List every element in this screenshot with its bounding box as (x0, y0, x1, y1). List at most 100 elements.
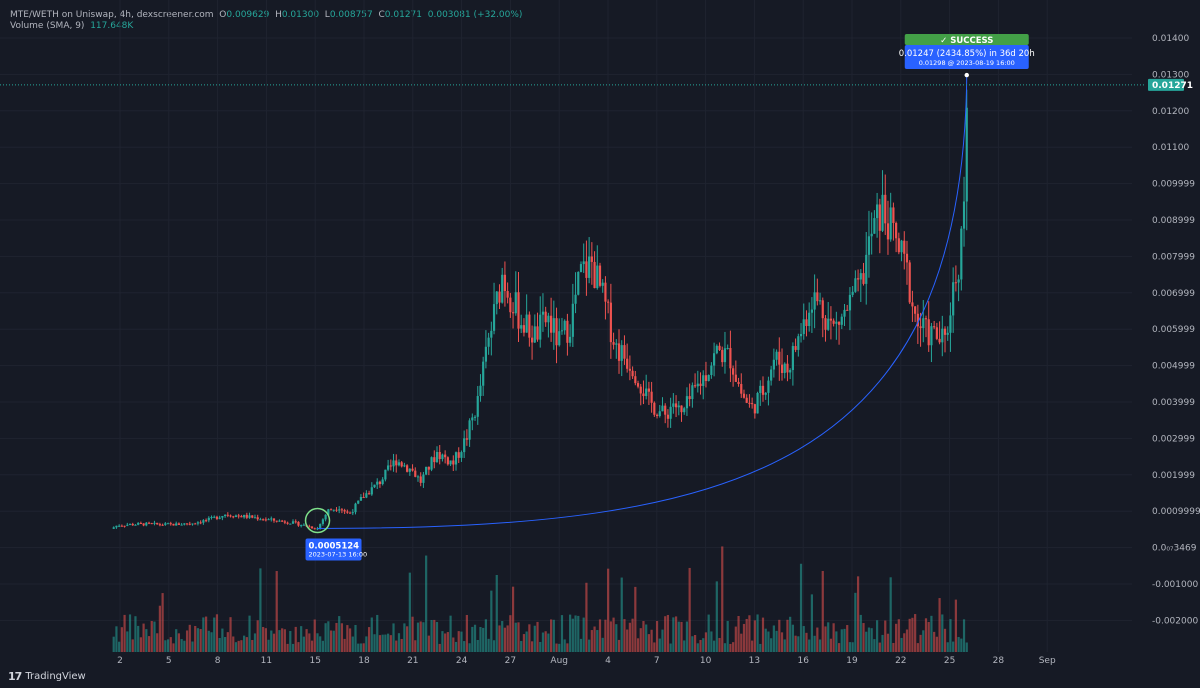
volume-bar (433, 619, 436, 652)
candle-body (672, 403, 675, 407)
candle-body (411, 468, 414, 471)
candle-body (251, 515, 254, 518)
price-axis[interactable]: 0.01400 0.01300 0.01200 0.01100 0.009999 0.00… (1152, 34, 1200, 626)
volume-bar (813, 635, 816, 652)
volume-bar (183, 640, 186, 652)
volume-bar (693, 634, 697, 652)
volume-bar (713, 640, 716, 652)
start-marker[interactable]: 0.0005124 2023-07-13 16:00 (304, 507, 368, 561)
candle-body (832, 320, 835, 324)
result-marker[interactable]: ✓ SUCCESS 0.01247 (2434.85%) in 36d 20h … (899, 34, 1035, 78)
volume-bar (886, 633, 890, 652)
time-tick-label: 25 (944, 656, 955, 666)
candle-body (123, 525, 126, 527)
candle-body (558, 331, 561, 346)
volume-bar (816, 627, 819, 652)
candle-body (373, 484, 376, 488)
volume-bar (452, 637, 455, 652)
volume-bar (778, 619, 781, 652)
candle-body (748, 402, 751, 404)
volume-bar (449, 615, 452, 652)
candle-body (813, 292, 816, 310)
candle-body (780, 364, 784, 373)
volume-bar (789, 616, 792, 652)
candle-body (560, 330, 564, 332)
price-tick-label: 0.01200 (1152, 107, 1189, 117)
volume-bar (460, 631, 463, 652)
candle-body (688, 396, 691, 400)
volume-bar (669, 643, 672, 652)
volume-bar (916, 643, 919, 652)
last-price-value: 0.01271 (1152, 81, 1193, 91)
volume-bar (430, 620, 433, 652)
tradingview-logo[interactable]: 17 TradingView (8, 670, 86, 683)
candle-body (889, 207, 892, 240)
open-value: 0.009629 (226, 10, 270, 20)
candle-body (935, 327, 938, 339)
volume-bar (126, 631, 129, 652)
price-tick-label: 0.001999 (1152, 471, 1195, 481)
candle-body (381, 479, 384, 485)
candle-body (340, 509, 344, 511)
candle-body (612, 342, 615, 345)
volume-bar (742, 623, 746, 652)
candle-body (862, 273, 865, 284)
volume-bar (837, 643, 841, 652)
time-tick-label: 7 (654, 656, 660, 666)
candle-body (680, 405, 683, 413)
volume-bar (903, 633, 906, 652)
volume-bar (723, 643, 727, 652)
volume-bar (707, 614, 710, 652)
candle-body (262, 519, 265, 521)
volume-bar (158, 605, 161, 652)
candle-body (115, 525, 118, 528)
volume-bar (846, 625, 849, 652)
volume-bar (473, 624, 477, 652)
volume-bar (560, 615, 564, 652)
candle-body (590, 256, 593, 262)
volume-bar (511, 586, 515, 652)
volume-bar (889, 577, 892, 652)
candle-body (120, 525, 123, 527)
volume-bar (283, 629, 286, 652)
volume-bar (596, 630, 599, 652)
volume-bar (799, 563, 803, 652)
candle-body (403, 465, 406, 467)
open-label: O (219, 10, 227, 20)
volume-bar (835, 631, 838, 652)
time-tick-label: 2 (117, 656, 123, 666)
candle-body (539, 314, 542, 340)
time-axis[interactable]: 2 5 8 11 15 18 21 24 27 Aug 4 7 10 13 16 19 22 25 28 Sep (117, 656, 1056, 666)
volume-bar (905, 629, 909, 652)
candle-body (601, 282, 604, 286)
candle-body (112, 527, 115, 529)
volume-bar (147, 636, 151, 652)
candle-body (319, 523, 322, 529)
candle-body (400, 462, 403, 467)
volume-bar (922, 630, 925, 652)
candle-body (775, 351, 778, 360)
candle-body (691, 385, 694, 400)
volume-bar (272, 633, 276, 652)
candle-body (579, 264, 583, 272)
volume-bar (251, 639, 254, 652)
candle-body (221, 516, 224, 518)
volume-bar (761, 617, 765, 652)
volume-bar (435, 622, 439, 652)
candle-body (707, 374, 710, 381)
volume-bar (609, 621, 612, 652)
volume-bar (403, 623, 406, 652)
high-value: 0.01300 (281, 10, 320, 20)
grid-lines (0, 0, 1132, 652)
candle-body (256, 517, 259, 520)
volume-bar (501, 620, 504, 652)
candle-body (313, 528, 316, 530)
volume-bar (354, 624, 357, 652)
candle-body (357, 500, 360, 504)
volume-bar (683, 640, 686, 652)
candle-body (859, 273, 862, 280)
candle-body (202, 520, 205, 523)
candle-body (791, 346, 794, 371)
volume-bar (376, 614, 379, 652)
